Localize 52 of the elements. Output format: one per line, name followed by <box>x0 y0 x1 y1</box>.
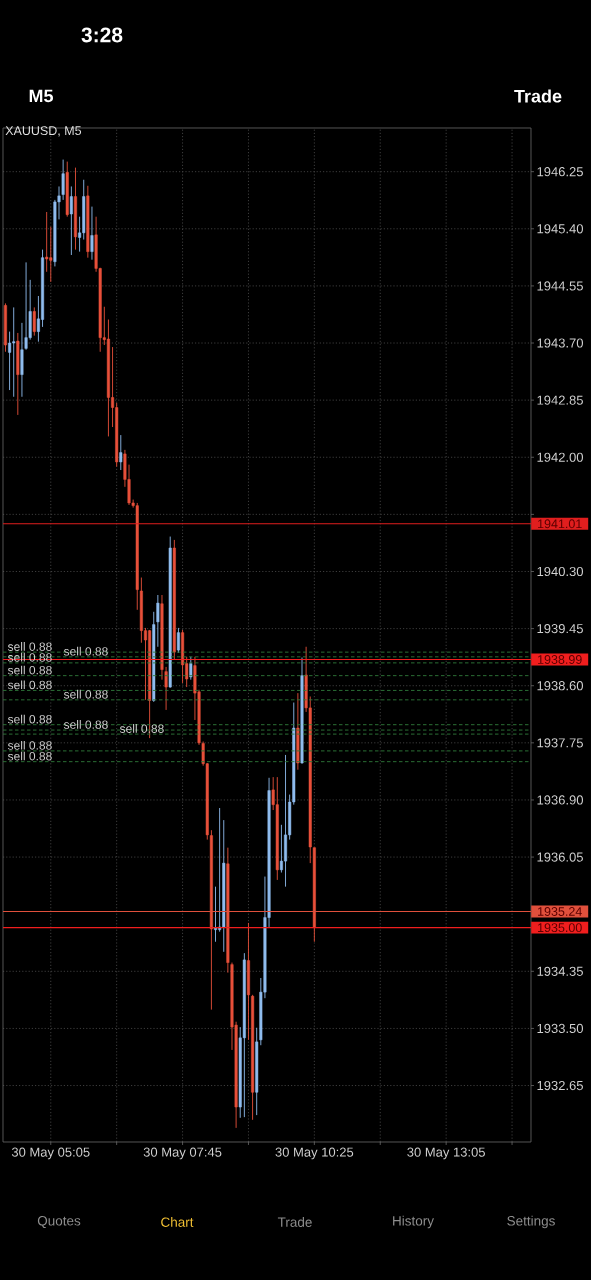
x-tick-label: 30 May 10:25 <box>275 1147 354 1160</box>
y-tick-label: 1936.05 <box>537 852 583 862</box>
y-tick-label: 1942.00 <box>537 452 584 462</box>
y-tick-label: 1939.45 <box>537 624 583 634</box>
candlestick <box>32 306 36 337</box>
ref-line-label: sell 0.88 <box>7 642 52 651</box>
y-tick-label: 1942.85 <box>537 395 583 405</box>
ref-line-label: sell 0.88 <box>63 720 108 729</box>
ref-line-label: sell 0.88 <box>7 665 52 675</box>
text: Settings <box>507 1215 555 1229</box>
candlestick <box>189 656 193 681</box>
text: Chart <box>161 1217 194 1227</box>
text: 3:28 <box>81 27 123 43</box>
text: M5 <box>29 89 54 103</box>
y-tick-label: 1940.30 <box>537 566 584 577</box>
candlestick <box>69 186 73 256</box>
chart-title: XAUUSD, M5 <box>5 126 82 137</box>
candlestick <box>12 306 16 398</box>
ref-line-label: 1938.99 <box>538 655 582 664</box>
x-tick-label: 30 May 05:05 <box>11 1147 90 1160</box>
ref-line-label: sell 0.88 <box>7 714 52 724</box>
ref-line-label: 1941.01 <box>538 519 582 529</box>
y-tick-label: 1945.40 <box>537 224 584 234</box>
y-tick-label: 1943.70 <box>537 338 584 348</box>
ref-line-label: 1935.24 <box>538 907 582 916</box>
ref-line-label: sell 0.88 <box>63 646 108 656</box>
x-tick-label: 30 May 13:05 <box>407 1147 485 1160</box>
ref-line-label: sell 0.88 <box>63 689 108 699</box>
y-tick-label: 1936.90 <box>537 795 584 805</box>
candlestick <box>176 627 180 654</box>
candlestick <box>49 226 53 283</box>
y-tick-label: 1938.60 <box>537 681 584 691</box>
y-tick-label: 1933.50 <box>537 1023 584 1034</box>
ref-line-label: sell 0.88 <box>7 680 52 690</box>
candlestick <box>279 824 283 873</box>
ref-line-label: 1935.00 <box>538 923 582 933</box>
y-tick-label: 1937.75 <box>537 738 583 748</box>
candlestick <box>90 206 94 261</box>
text: Trade <box>514 89 562 103</box>
y-tick-label: 1946.25 <box>537 167 583 177</box>
ref-line-label: sell 0.88 <box>119 724 164 733</box>
text: Trade <box>277 1217 312 1227</box>
candlestick <box>119 434 123 471</box>
ref-line-label: sell 0.88 <box>7 740 52 750</box>
x-tick-label: 30 May 07:45 <box>143 1147 222 1160</box>
ref-line-label: sell 0.88 <box>7 751 52 761</box>
text: Quotes <box>37 1216 81 1228</box>
text: History <box>393 1215 434 1229</box>
y-tick-label: 1934.35 <box>537 966 583 976</box>
y-tick-label: 1944.55 <box>537 281 583 291</box>
y-tick-label: 1932.65 <box>537 1080 583 1091</box>
candlestick <box>8 331 12 391</box>
